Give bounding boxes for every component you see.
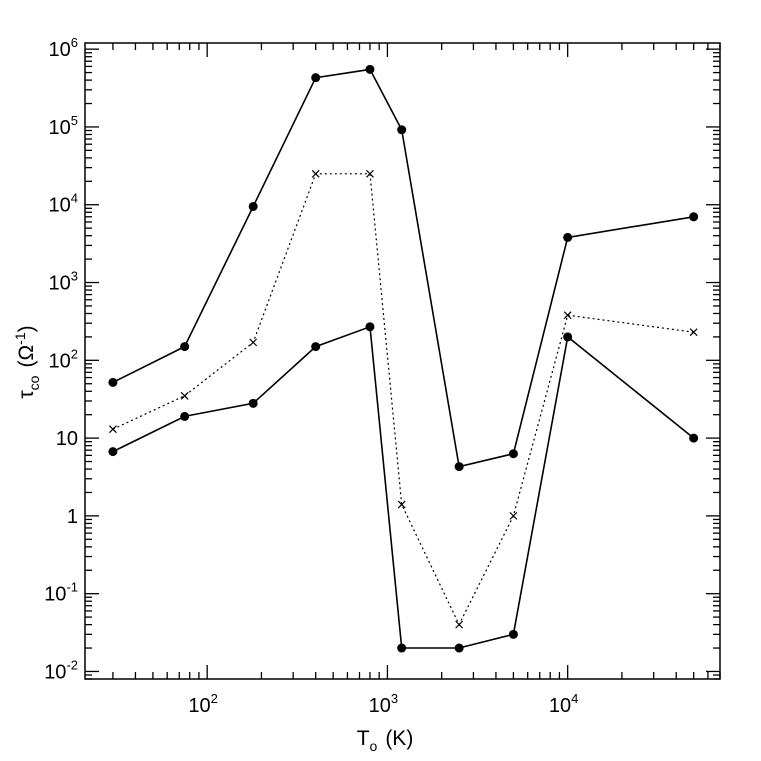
y-tick-label: 1 <box>67 506 78 528</box>
series-2-point <box>397 500 406 509</box>
series-2 <box>108 169 698 629</box>
series-3-point <box>108 447 118 457</box>
y-tick-label: 105 <box>49 113 78 139</box>
series-1-point <box>248 201 258 211</box>
series-3-point <box>311 342 321 352</box>
series-3-point <box>248 398 258 408</box>
series-2-point <box>311 169 320 178</box>
series-2-line <box>112 173 694 626</box>
series-3-point <box>397 643 407 653</box>
y-tick-label: 103 <box>49 269 78 295</box>
series-2-point <box>563 311 572 320</box>
y-tick-label: 106 <box>49 35 78 61</box>
x-tick-label: 104 <box>549 691 578 717</box>
series-1-point <box>397 125 407 135</box>
y-axis-label: τco(Ω-1) <box>12 325 42 398</box>
series-3-point <box>180 411 190 421</box>
series-2-point <box>249 338 258 347</box>
y-tick-label: 104 <box>49 191 78 217</box>
y-tick-label: 102 <box>49 346 78 372</box>
series-2-point <box>509 511 518 520</box>
series-3-point <box>508 629 518 639</box>
series-2-point <box>689 328 698 337</box>
tick-labels: 102 103 104 10-2 10-1 1 10 102 103 104 105 106 <box>44 35 578 717</box>
series-2-point <box>108 425 117 434</box>
x-tick-label: 103 <box>369 691 398 717</box>
series-2-point <box>366 169 374 178</box>
series-3-line <box>112 325 695 649</box>
series-1-point <box>689 212 699 222</box>
series-2-point <box>455 620 464 629</box>
ticks <box>85 43 721 680</box>
series-layer <box>108 64 699 653</box>
series-1-point <box>108 377 118 387</box>
series-1-point <box>508 449 518 459</box>
y-tick-label: 10-2 <box>44 657 78 683</box>
y-tick-label: 10 <box>56 428 78 450</box>
x-tick-label: 102 <box>188 691 217 717</box>
series-3-point <box>454 643 464 653</box>
series-1-point <box>311 73 321 83</box>
series-1-point <box>454 462 464 472</box>
series-1 <box>108 64 699 472</box>
series-1-line <box>112 68 694 468</box>
plot-frame <box>84 42 721 680</box>
series-1-point <box>365 64 375 74</box>
series-1-point <box>180 342 190 352</box>
series-3-point <box>689 433 699 443</box>
series-1-point <box>563 232 573 242</box>
series-2-point <box>180 391 189 400</box>
y-tick-label: 10-1 <box>44 580 78 606</box>
series-3-point <box>563 332 573 342</box>
series-3-point <box>365 322 375 332</box>
series-3 <box>108 322 699 653</box>
x-axis-label: To (K) <box>357 727 414 754</box>
